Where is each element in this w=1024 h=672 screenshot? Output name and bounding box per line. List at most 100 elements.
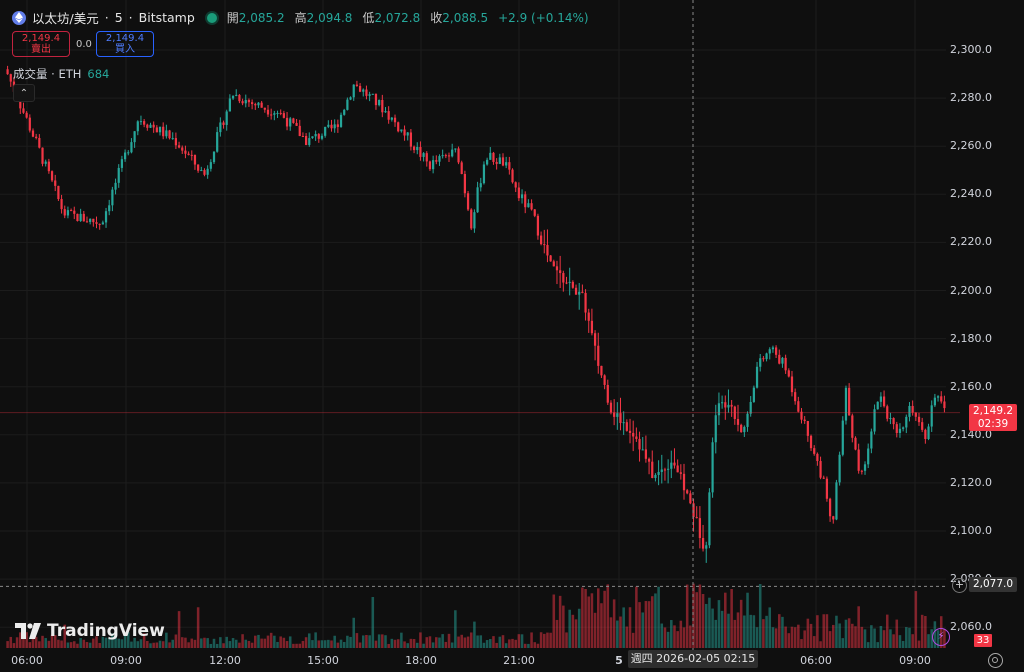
candle-body [41,147,44,164]
market-open-dot-icon[interactable] [206,12,217,23]
candle-body [613,412,616,417]
candle-body [82,213,85,222]
volume-bar [682,627,686,648]
symbol-legend[interactable]: 以太坊/美元 · 5 · Bitstamp 開2,085.2 高2,094.8 … [12,8,589,27]
volume-bar [533,642,537,648]
volume-bar [657,586,660,648]
candle-body [514,182,517,188]
candle-body [708,492,711,546]
volume-bar [171,639,174,648]
candle-body [149,124,152,128]
candle-body [600,365,603,376]
candle-body [768,349,771,354]
volume-bar [882,630,886,648]
time-tick-label: 09:00 [110,654,142,667]
candle-body [276,112,279,114]
symbol-interval[interactable]: 5 [114,10,123,25]
candle-body [155,127,158,133]
candle-body [825,478,829,499]
candle-body [508,162,511,170]
volume-bar [476,635,479,648]
plus-icon[interactable]: + [952,578,967,593]
volume-bar [311,640,314,648]
candle-body [136,121,139,132]
volume-bar [584,588,587,648]
volume-bar [92,638,95,648]
volume-bar [25,632,28,648]
volume-bar [536,643,540,648]
volume-bar [247,640,251,648]
volume-bar [209,643,213,648]
volume-bar [527,643,530,648]
collapse-legend-button[interactable]: ⌃ [13,84,35,102]
volume-bar [676,631,679,648]
volume-bar [85,642,89,648]
symbol-name[interactable]: 以太坊/美元 [32,11,99,26]
candle-body [587,312,590,321]
candle-body [660,469,663,472]
volume-bar [571,614,575,648]
volume-bar [574,619,578,648]
candle-body [50,171,54,181]
candle-body [114,182,117,190]
volume-bar [6,641,9,648]
volume-bar [628,607,632,648]
volume-bar [466,636,470,648]
volume-bar [866,642,870,648]
candle-body [800,411,803,420]
time-tick-label: 12:00 [209,654,241,667]
gear-icon[interactable] [988,653,1003,668]
time-tick-label: 21:00 [503,654,535,667]
candle-body [206,168,209,175]
volume-bar [381,634,384,648]
volume-bar [190,638,194,648]
volume-bar [603,590,606,648]
volume-legend[interactable]: 成交量 · ETH 684 [13,66,109,82]
volume-bar [755,627,759,648]
candle-body [714,415,717,443]
volume-bar [673,625,676,648]
volume-bar [212,638,216,648]
sell-button[interactable]: 2,149.4 賣出 [12,31,70,57]
lightning-icon[interactable]: ⚡ [932,628,950,646]
buy-button[interactable]: 2,149.4 買入 [96,31,154,57]
time-tick-label: 18:00 [405,654,437,667]
candle-body [889,418,892,420]
volume-bar [692,583,695,648]
candle-body [339,114,343,127]
candle-body [197,164,200,171]
volume-bar [457,636,460,648]
close-value: 2,088.5 [442,11,489,25]
volume-bar [47,640,51,648]
candle-body [673,462,676,466]
candle-body [222,122,225,125]
candle-body [517,187,520,199]
candle-body [625,422,628,431]
volume-bar [539,632,543,648]
volume-bar [631,632,635,648]
volume-bar [511,638,514,648]
candle-body [123,152,127,160]
candle-body [349,97,352,100]
candle-body [755,366,759,388]
volume-bar [266,635,270,648]
volume-bar [365,634,368,648]
candle-body [568,281,571,283]
volume-bar [587,596,591,648]
volume-bar [809,623,813,648]
volume-bar [196,607,200,648]
volume-bar [22,638,25,648]
volume-bar [739,599,743,648]
candle-body [54,180,57,186]
candle-body [162,126,165,137]
tradingview-watermark[interactable]: TradingView [15,621,165,641]
volume-bar [298,643,302,648]
volume-bar [816,615,819,648]
candle-body [219,122,222,133]
candle-body [705,545,708,549]
volume-bar [396,639,400,648]
volume-bar [222,643,225,648]
volume-bar [663,627,667,648]
